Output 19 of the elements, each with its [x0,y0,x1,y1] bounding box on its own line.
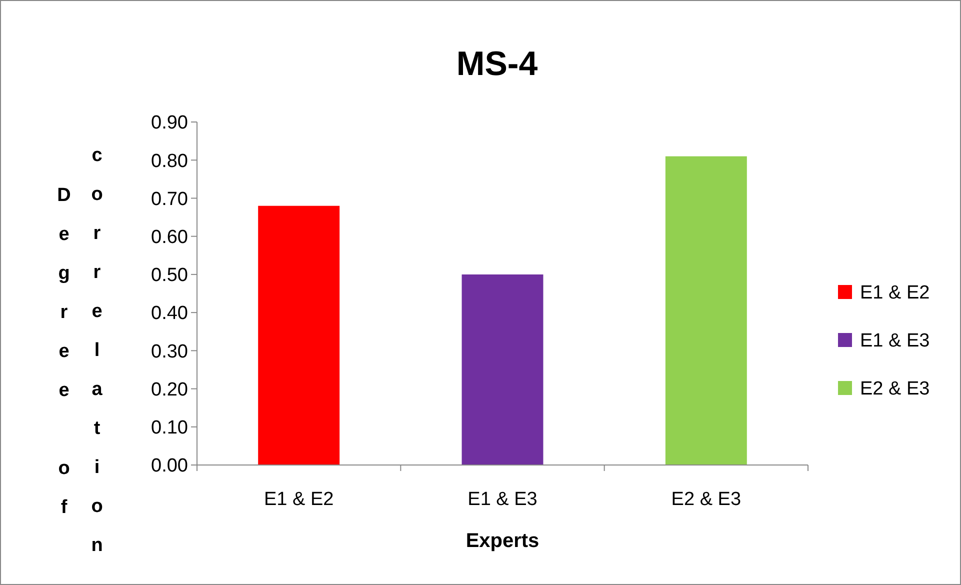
x-tick-label: E1 & E3 [468,489,538,510]
y-tick-label: 0.10 [151,418,188,439]
y-tick-label: 0.50 [151,265,188,286]
y-tick-label: 0.00 [151,456,188,477]
legend-label: E1 & E2 [860,282,930,304]
y-tick-label: 0.90 [151,112,188,134]
y-tick-label: 0.40 [151,303,188,324]
y-tick-label: 0.20 [151,379,188,400]
y-tick-label: 0.30 [151,341,188,362]
y-tick-label: 0.70 [151,188,188,210]
x-axis-title: Experts [466,530,540,552]
chart-title: MS-4 [456,45,538,83]
y-axis-title: Degree of correlation [54,145,108,574]
x-tick-label: E1 & E2 [264,489,334,510]
y-tick-label: 0.80 [151,150,188,172]
legend-label: E1 & E3 [860,330,930,352]
x-tick-label: E2 & E3 [671,489,742,510]
y-tick-label: 0.60 [151,226,188,248]
legend-label: E2 & E3 [860,378,930,400]
